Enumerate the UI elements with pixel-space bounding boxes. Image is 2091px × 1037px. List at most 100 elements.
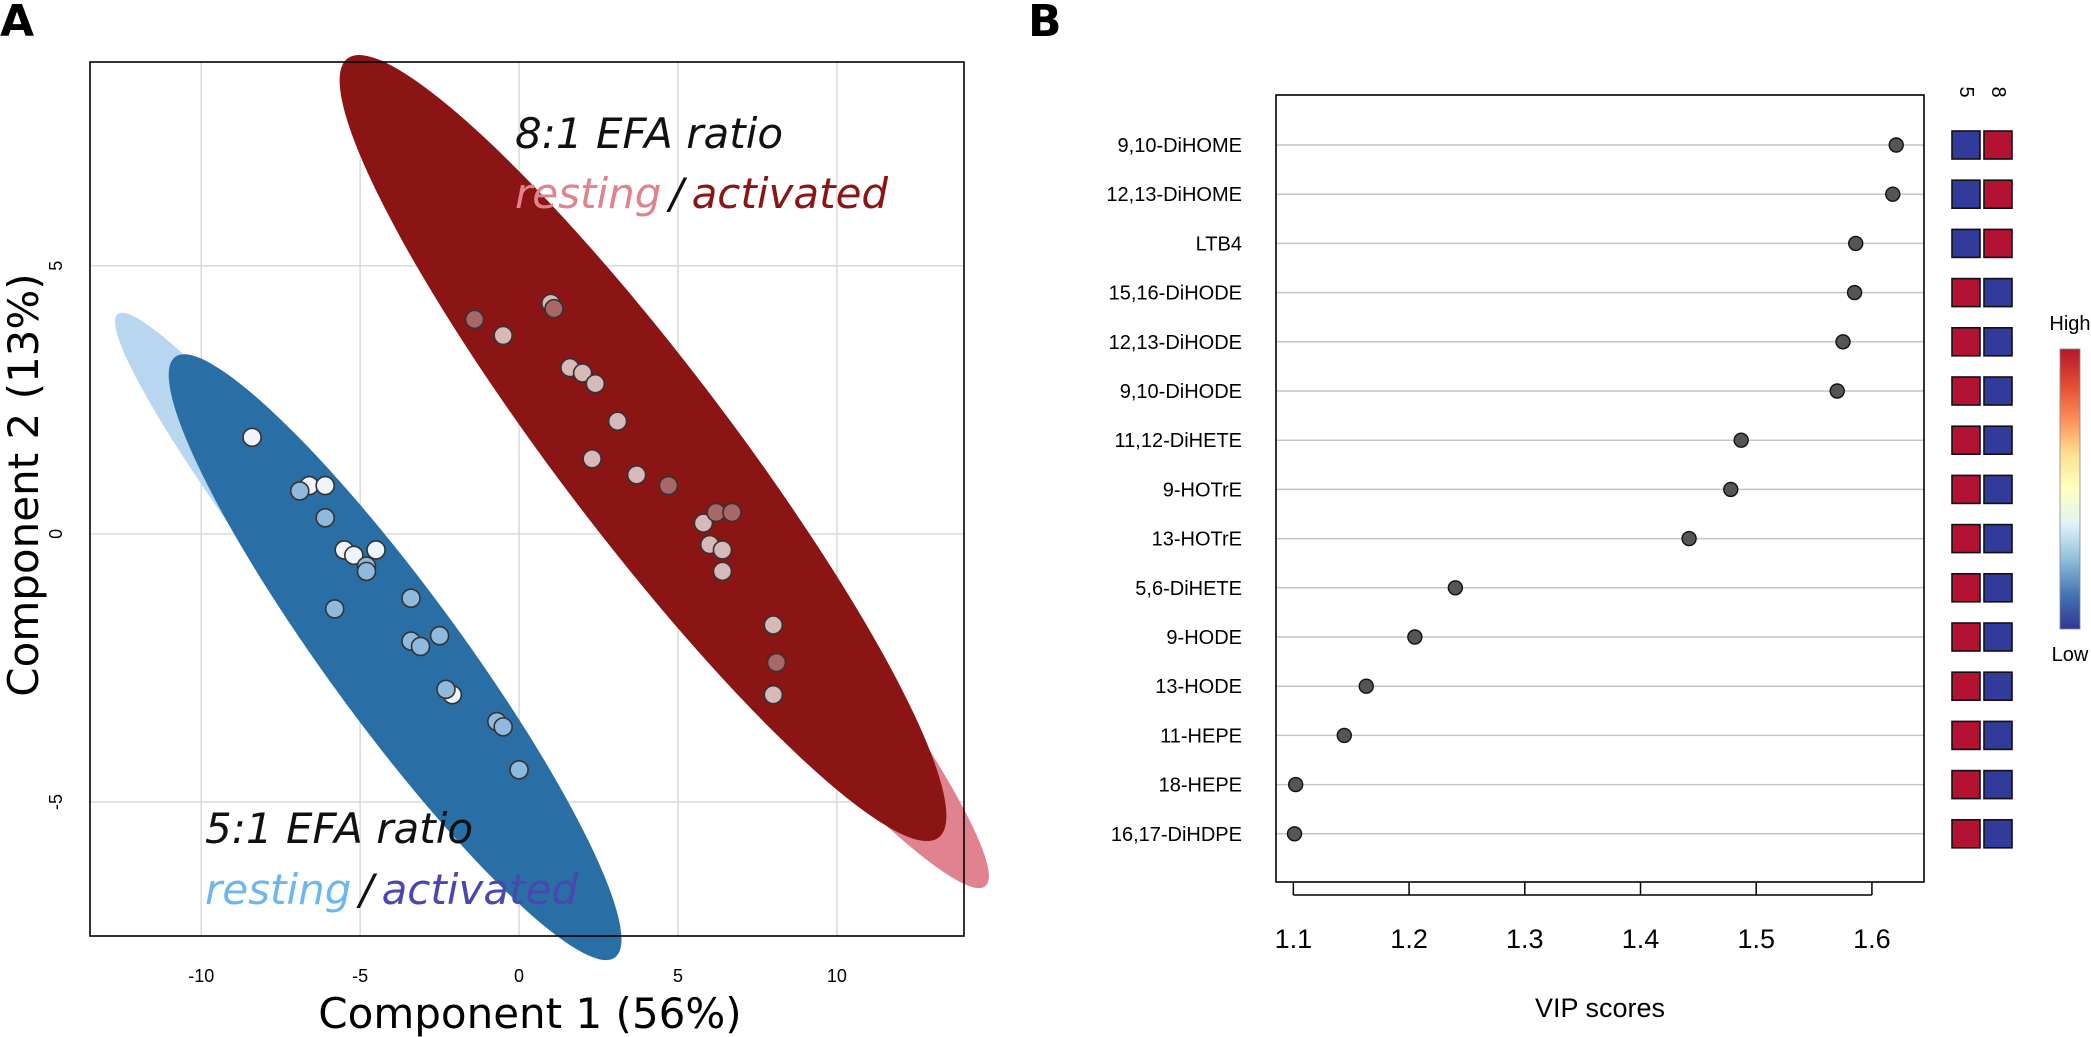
point-5-1-resting xyxy=(315,475,335,496)
heatmap-cell xyxy=(1951,818,1981,849)
panel-a-x-axis-title: Component 1 (56%) xyxy=(318,989,741,1037)
point-8-1-activated xyxy=(722,502,742,523)
heatmap-column-label: 8 xyxy=(1987,86,2009,97)
point-5-1-activated xyxy=(410,636,431,657)
vip-point xyxy=(1846,284,1863,301)
panel-b-x-tick-label: 1.4 xyxy=(1622,924,1660,954)
annotation-5to1-title: 5:1 EFA ratio xyxy=(205,804,473,853)
heatmap-cell xyxy=(1983,376,2013,406)
heatmap-cell xyxy=(1983,130,2013,160)
lipid-label: 12,13-DiHODE xyxy=(1109,332,1242,354)
point-8-1-resting xyxy=(763,684,784,705)
heatmap-cell xyxy=(1951,523,1981,554)
lipid-label: 13-HODE xyxy=(1155,676,1242,698)
heatmap-cell xyxy=(1951,277,1981,308)
heatmap-cell xyxy=(1951,130,1981,160)
legend-high-label: High xyxy=(2049,313,2090,335)
lipid-label: 9,10-DiHOME xyxy=(1118,135,1242,157)
panel-label-a: A xyxy=(0,0,34,47)
point-5-1-resting xyxy=(366,540,386,560)
lipid-label: 5,6-DiHETE xyxy=(1135,578,1242,600)
lipid-label: 9-HOTrE xyxy=(1163,479,1242,501)
heatmap-cell xyxy=(1951,228,1981,259)
point-8-1-activated xyxy=(544,298,564,319)
lipid-label: 11-HEPE xyxy=(1160,725,1242,747)
point-5-1-resting xyxy=(343,545,364,566)
heatmap-cell xyxy=(1983,622,2013,652)
point-5-1-activated xyxy=(289,481,310,501)
lipid-label: LTB4 xyxy=(1196,233,1242,255)
point-5-1-activated xyxy=(509,759,529,780)
legend-low-label: Low xyxy=(2052,644,2089,666)
point-5-1-activated xyxy=(493,717,513,737)
vip-point xyxy=(1287,776,1304,793)
vip-point xyxy=(1885,186,1901,202)
point-5-1-activated xyxy=(436,679,456,700)
heatmap-cell xyxy=(1983,425,2013,456)
annotation-5to1-separator: / xyxy=(355,865,377,914)
annotation-8to1-title: 8:1 EFA ratio xyxy=(515,109,783,158)
vip-point xyxy=(1358,678,1374,694)
panel-a-x-tick-label: -5 xyxy=(352,966,368,986)
point-5-1-activated xyxy=(429,625,450,646)
lipid-label: 13-HOTrE xyxy=(1152,529,1242,551)
lipid-label: 16,17-DiHDPE xyxy=(1111,824,1242,846)
vip-point xyxy=(1848,235,1864,252)
point-8-1-resting xyxy=(582,448,602,469)
legend-gradient-bar xyxy=(2059,348,2081,630)
panel-a-ellipses xyxy=(115,55,989,961)
panel-b-ticks: 1.1 1.2 1.3 1.4 1.5 1.6 xyxy=(1275,882,1891,954)
panel-a-x-tick-label: 0 xyxy=(514,966,524,986)
point-8-1-activated xyxy=(766,652,787,673)
panel-b-points xyxy=(1286,137,1904,842)
lipid-label: 11,12-DiHETE xyxy=(1115,430,1242,452)
panel-b-heatmap xyxy=(1951,130,2013,849)
heatmap-cell xyxy=(1983,818,2013,849)
panel-a-points xyxy=(242,293,787,780)
heatmap-cell xyxy=(1951,671,1981,702)
lipid-label: 9,10-DiHODE xyxy=(1120,381,1242,403)
lipid-label: 9-HODE xyxy=(1166,627,1242,649)
heatmap-cell xyxy=(1951,326,1981,357)
heatmap-cell xyxy=(1951,622,1981,652)
ellipse-8-1-activated xyxy=(339,55,947,842)
vip-point xyxy=(1733,432,1749,448)
panel-b-x-axis-title: VIP scores xyxy=(1535,993,1665,1023)
panel-a-y-axis-title: Component 2 (13%) xyxy=(0,273,48,696)
vip-point xyxy=(1407,629,1423,645)
point-5-1-resting xyxy=(242,427,262,448)
annotation-8to1-legend: resting / activated xyxy=(515,169,888,218)
point-8-1-resting xyxy=(493,325,513,346)
panel-b-x-tick-label: 1.5 xyxy=(1737,924,1775,954)
point-5-1-activated xyxy=(315,507,335,528)
heatmap-cell xyxy=(1951,425,1981,456)
heatmap-cell xyxy=(1983,474,2013,505)
point-8-1-resting xyxy=(626,465,647,485)
vip-point xyxy=(1286,826,1303,842)
panel-a-plot-frame xyxy=(89,61,965,937)
panel-b-x-tick-label: 1.3 xyxy=(1506,924,1544,954)
annotation-8to1-resting: resting xyxy=(515,169,661,218)
panel-label-b: B xyxy=(1028,0,1062,47)
point-5-1-activated xyxy=(356,561,377,582)
heatmap-cell xyxy=(1983,671,2013,702)
vip-point xyxy=(1681,530,1697,547)
heatmap-cell xyxy=(1983,769,2013,800)
annotation-5to1-activated: activated xyxy=(382,865,579,914)
panel-a-x-tick-label: 10 xyxy=(827,966,847,986)
vip-point xyxy=(1835,334,1851,350)
point-8-1-resting xyxy=(712,561,733,582)
panel-b-plot-frame xyxy=(1275,94,1925,883)
vip-point xyxy=(1888,137,1904,153)
vip-point xyxy=(1723,481,1739,498)
panel-a-x-tick-label: -10 xyxy=(188,966,214,986)
point-5-1-activated xyxy=(401,588,421,608)
lipid-label: 12,13-DiHOME xyxy=(1106,184,1242,206)
heatmap-cell xyxy=(1951,474,1981,505)
lipid-label: 18-HEPE xyxy=(1159,775,1242,797)
lipid-label: 15,16-DiHODE xyxy=(1109,283,1242,305)
heatmap-cell xyxy=(1983,572,2013,603)
panel-a-y-tick-label: 0 xyxy=(46,529,66,539)
point-8-1-resting xyxy=(585,373,606,394)
panel-a-y-tick-label: -5 xyxy=(46,794,66,810)
